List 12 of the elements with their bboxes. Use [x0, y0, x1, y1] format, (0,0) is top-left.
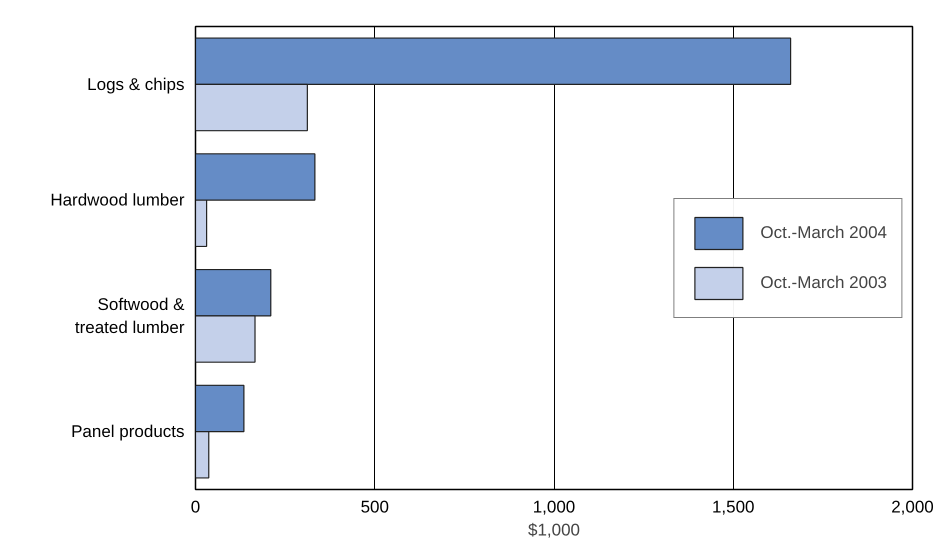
legend-label: Oct.-March 2003: [760, 272, 887, 292]
x-tick-label: 0: [190, 498, 200, 516]
x-tick-label: 1,000: [532, 498, 576, 516]
x-tick-label: 500: [360, 498, 389, 516]
x-axis-title: $1,000: [528, 520, 580, 540]
y-tick-label: Hardwood lumber: [50, 190, 185, 210]
y-tick-label: Softwood & treated lumber: [74, 294, 186, 337]
x-tick-label: 1,500: [712, 498, 755, 516]
x-tick-label: 2,000: [891, 498, 934, 516]
y-tick-label: Logs & chips: [87, 74, 185, 94]
legend-label: Oct.-March 2004: [760, 222, 887, 242]
y-tick-label: Panel products: [71, 422, 184, 442]
